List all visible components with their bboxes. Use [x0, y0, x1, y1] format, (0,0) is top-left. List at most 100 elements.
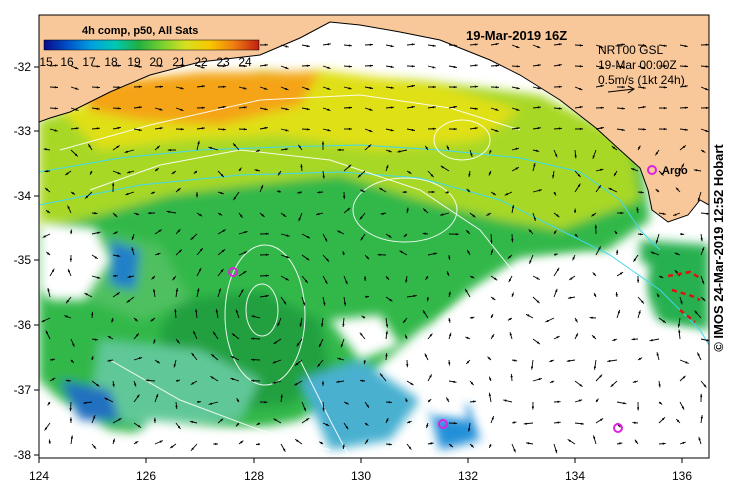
current-arrow-head [222, 128, 225, 131]
current-arrow-head [468, 173, 471, 176]
current-arrow-head [466, 361, 469, 364]
argo-legend-label: Argo [662, 165, 688, 177]
current-arrow [301, 86, 310, 91]
current-arrow-head [656, 353, 659, 356]
current-arrow [67, 205, 72, 214]
argo-float-marker[interactable] [228, 267, 238, 277]
current-arrow [385, 86, 394, 89]
current-arrow-head [114, 274, 117, 277]
current-arrow-head [131, 236, 134, 239]
current-arrow [192, 330, 198, 340]
current-arrow-head [525, 422, 528, 425]
current-arrow-head [159, 440, 162, 443]
current-arrow-head [609, 188, 612, 190]
current-arrow-head [91, 357, 94, 360]
current-arrow-head [126, 193, 129, 196]
current-arrow-head [172, 171, 175, 174]
current-arrow-head [538, 189, 541, 192]
current-arrow-head [116, 292, 119, 295]
current-arrow-head [94, 212, 96, 215]
current-arrow-head [632, 168, 635, 171]
argo-float-marker[interactable] [613, 423, 623, 433]
current-arrow-head [465, 290, 468, 292]
current-arrow-head [429, 375, 432, 378]
current-arrow-head [345, 402, 348, 405]
current-arrow-head [75, 87, 78, 90]
current-arrow-head [487, 213, 490, 216]
current-arrow [298, 212, 303, 222]
current-arrow-head [404, 234, 407, 237]
current-arrow [360, 233, 366, 241]
date-title: 19-Mar-2019 16Z [466, 28, 567, 43]
current-arrow-head [600, 127, 603, 129]
current-arrow-head [114, 231, 117, 234]
current-arrow-head [176, 289, 178, 292]
current-arrow-head [556, 268, 559, 271]
current-arrow-head [338, 357, 341, 360]
float-tracks [667, 270, 701, 323]
current-arrow-head [325, 423, 328, 426]
current-arrow-head [398, 150, 401, 153]
current-arrow-head [620, 272, 622, 275]
current-arrow-head [318, 191, 321, 194]
current-arrow-head [362, 316, 365, 319]
current-arrow [567, 439, 576, 445]
colorbar-tick: 21 [172, 55, 186, 69]
current-arrow-head [662, 320, 665, 323]
current-arrow [238, 270, 247, 277]
current-arrow-head [448, 319, 451, 322]
current-arrow-head [117, 126, 120, 129]
current-arrow [525, 442, 534, 445]
current-arrow [525, 313, 534, 319]
current-arrow [301, 296, 306, 306]
current-arrow-head [361, 237, 363, 240]
current-arrow [566, 359, 576, 362]
current-arrow-head [551, 380, 554, 383]
current-arrow-head [410, 382, 413, 385]
current-arrow-head [197, 400, 200, 403]
credit-text: © IMOS 24-Mar-2019 12:52 Hobart [711, 144, 726, 352]
current-arrow-head [348, 165, 351, 168]
current-arrow-head [702, 298, 705, 301]
current-arrow [175, 401, 178, 410]
current-arrow-head [489, 378, 492, 380]
current-arrow-head [243, 65, 246, 68]
current-arrow-head [682, 146, 685, 148]
argo-float-marker[interactable] [438, 419, 448, 429]
current-arrow-head [93, 416, 96, 419]
current-arrow [490, 43, 499, 46]
current-arrow [70, 435, 73, 445]
current-arrow-head [273, 381, 276, 384]
current-arrow-head [682, 376, 685, 379]
current-arrow-head [42, 319, 45, 322]
current-arrow-head [366, 404, 369, 407]
colorbar-tick: 18 [104, 55, 118, 69]
current-arrow-head [472, 400, 475, 403]
current-arrow [280, 443, 286, 453]
current-arrow-head [432, 66, 435, 69]
current-arrow-head [96, 127, 99, 130]
current-arrow-head [529, 230, 532, 233]
current-arrow [359, 212, 366, 220]
current-arrow-head [575, 334, 578, 337]
current-arrow [532, 162, 536, 172]
current-arrow [133, 65, 142, 68]
current-arrow-head [537, 46, 540, 48]
current-arrow-head [515, 167, 518, 170]
current-arrow-head [325, 280, 328, 283]
current-arrow-head [577, 174, 580, 177]
current-arrow-head [180, 87, 183, 90]
current-arrow [679, 401, 685, 410]
current-arrow-head [441, 166, 444, 169]
current-arrow-head [642, 67, 645, 69]
current-arrow [70, 401, 72, 412]
current-arrow-head [516, 127, 519, 130]
current-arrow-head [66, 172, 69, 175]
current-arrow-head [178, 426, 180, 428]
current-arrow-head [151, 318, 154, 321]
current-arrow-head [286, 234, 289, 237]
current-arrow [217, 106, 226, 109]
current-arrow-head [426, 424, 429, 427]
current-arrow-head [159, 108, 162, 111]
current-arrow [364, 401, 370, 409]
